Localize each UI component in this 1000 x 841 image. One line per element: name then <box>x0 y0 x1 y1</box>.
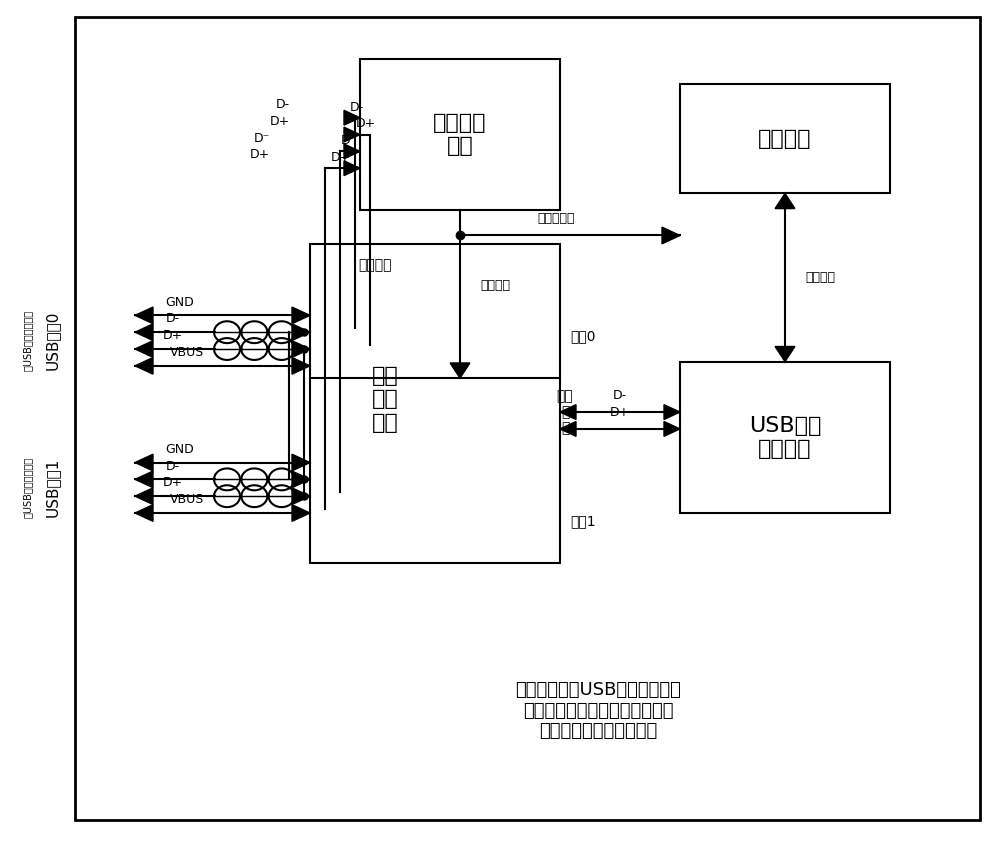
Text: D-: D- <box>613 389 627 402</box>
Polygon shape <box>775 346 795 362</box>
Bar <box>680 84 890 193</box>
Polygon shape <box>135 488 153 505</box>
Text: D-: D- <box>166 313 180 325</box>
Polygon shape <box>344 110 360 125</box>
Bar <box>680 362 890 513</box>
Text: 信源信宿共享USB存储访问模块
时，信源和信宿协同控制切换的
单向信息传输装置原理图: 信源信宿共享USB存储访问模块 时，信源和信宿协同控制切换的 单向信息传输装置原… <box>515 681 681 740</box>
Polygon shape <box>292 324 310 341</box>
Polygon shape <box>292 341 310 357</box>
Text: 公共
端
口: 公共 端 口 <box>557 389 573 436</box>
Text: D-: D- <box>350 101 364 114</box>
Text: 端口选择: 端口选择 <box>358 258 392 272</box>
Text: D+: D+ <box>610 406 630 419</box>
Text: D⁻: D⁻ <box>341 135 357 147</box>
Text: D+: D+ <box>331 151 351 164</box>
Polygon shape <box>662 227 680 244</box>
Text: D+: D+ <box>356 118 376 130</box>
Polygon shape <box>135 307 153 324</box>
Text: 端口1: 端口1 <box>570 515 596 528</box>
Text: D⁻: D⁻ <box>254 132 270 145</box>
Text: D-: D- <box>166 460 180 473</box>
Text: 切换控制: 切换控制 <box>480 279 510 293</box>
Text: D+: D+ <box>250 149 270 161</box>
Text: D+: D+ <box>163 330 183 342</box>
Text: D+: D+ <box>270 115 290 128</box>
Polygon shape <box>664 405 680 420</box>
Text: 存储模块: 存储模块 <box>758 129 812 149</box>
Polygon shape <box>135 357 153 374</box>
Polygon shape <box>775 193 795 209</box>
Polygon shape <box>135 454 153 471</box>
Text: D-: D- <box>276 98 290 111</box>
Text: 端口0: 端口0 <box>570 330 596 343</box>
Polygon shape <box>344 144 360 159</box>
Text: USB接口0: USB接口0 <box>44 311 60 370</box>
Text: USB存储
访问模块: USB存储 访问模块 <box>749 415 821 459</box>
Polygon shape <box>450 363 470 378</box>
Text: （USB系主机端口）: （USB系主机端口） <box>23 458 33 518</box>
Polygon shape <box>560 405 576 420</box>
Text: 线路
复用
开关: 线路 复用 开关 <box>372 367 398 432</box>
Text: 写保护控制: 写保护控制 <box>537 213 574 225</box>
Polygon shape <box>135 471 153 488</box>
Polygon shape <box>292 357 310 374</box>
Polygon shape <box>135 341 153 357</box>
Bar <box>310 244 560 563</box>
Text: VBUS: VBUS <box>170 346 204 359</box>
Text: GND: GND <box>166 443 194 456</box>
Polygon shape <box>292 471 310 488</box>
Polygon shape <box>135 324 153 341</box>
Polygon shape <box>292 488 310 505</box>
Text: GND: GND <box>166 296 194 309</box>
Text: 切换控制
模块: 切换控制 模块 <box>433 113 487 156</box>
Text: 数据访问: 数据访问 <box>805 271 835 284</box>
Polygon shape <box>560 421 576 436</box>
Polygon shape <box>344 127 360 142</box>
Polygon shape <box>664 421 680 436</box>
Text: （USB系主机端口）: （USB系主机端口） <box>23 310 33 371</box>
Polygon shape <box>135 505 153 521</box>
Polygon shape <box>292 505 310 521</box>
Text: VBUS: VBUS <box>170 494 204 506</box>
Bar <box>360 59 560 210</box>
Polygon shape <box>292 454 310 471</box>
Polygon shape <box>344 161 360 176</box>
Polygon shape <box>292 307 310 324</box>
Text: USB接口1: USB接口1 <box>44 458 60 517</box>
Text: D+: D+ <box>163 477 183 489</box>
